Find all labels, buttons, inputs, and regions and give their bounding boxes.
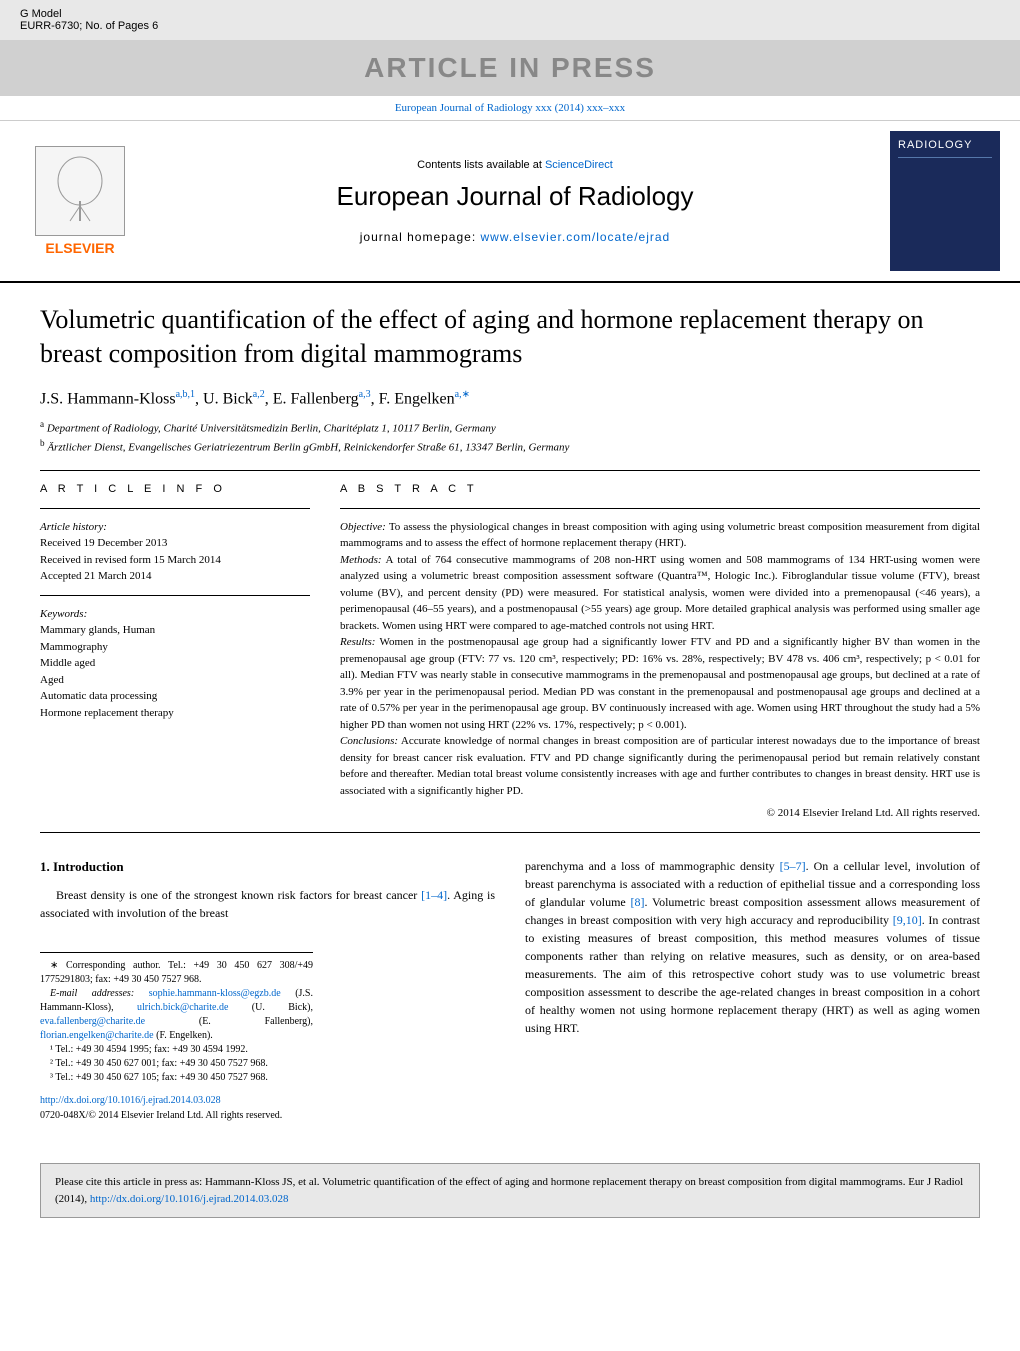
author-1: J.S. Hammann-Kloss [40, 390, 176, 407]
cite-box: Please cite this article in press as: Ha… [40, 1163, 980, 1218]
in-press-banner: ARTICLE IN PRESS [0, 40, 1020, 96]
homepage-link[interactable]: www.elsevier.com/locate/ejrad [481, 230, 671, 244]
cite-link[interactable]: http://dx.doi.org/10.1016/j.ejrad.2014.0… [90, 1193, 289, 1205]
article-ref: EURR-6730; No. of Pages 6 [20, 20, 1000, 32]
keyword-1: Mammary glands, Human [40, 622, 310, 639]
results-text: Women in the postmenopausal age group ha… [340, 636, 980, 731]
journal-cover[interactable]: RADIOLOGY [890, 131, 1000, 271]
footnotes: ∗ Corresponding author. Tel.: +49 30 450… [40, 952, 313, 1085]
email-2[interactable]: ulrich.bick@charite.de [137, 1002, 228, 1013]
journal-header: ELSEVIER Contents lists available at Sci… [0, 120, 1020, 283]
email-2-name: (U. Bick), [228, 1002, 313, 1013]
methods-text: A total of 764 consecutive mammograms of… [340, 554, 980, 632]
keywords-label: Keywords: [40, 606, 310, 623]
abstract: a b s t r a c t Objective: To assess the… [340, 481, 980, 822]
keyword-4: Aged [40, 672, 310, 689]
history-revised: Received in revised form 15 March 2014 [40, 552, 310, 569]
elsevier-logo[interactable]: ELSEVIER [20, 136, 140, 266]
intro-p2a: parenchyma and a loss of mammographic de… [525, 859, 780, 873]
keyword-2: Mammography [40, 639, 310, 656]
ref-link-4[interactable]: [9,10] [893, 913, 922, 927]
info-divider-1 [40, 508, 310, 509]
intro-paragraph-2: parenchyma and a loss of mammographic de… [525, 857, 980, 1037]
divider-bottom [40, 832, 980, 833]
abstract-divider [340, 508, 980, 509]
email-3[interactable]: eva.fallenberg@charite.de [40, 1016, 145, 1027]
contents-line: Contents lists available at ScienceDirec… [140, 159, 890, 171]
footnote-1: ¹ Tel.: +49 30 4594 1995; fax: +49 30 45… [40, 1043, 313, 1057]
ref-link-1[interactable]: [1–4] [421, 888, 447, 902]
doi-link[interactable]: http://dx.doi.org/10.1016/j.ejrad.2014.0… [40, 1095, 221, 1106]
ref-link-3[interactable]: [8] [630, 895, 644, 909]
keyword-6: Hormone replacement therapy [40, 705, 310, 722]
methods-label: Methods: [340, 554, 382, 566]
cover-title: RADIOLOGY [898, 139, 992, 158]
body-left-column: 1. Introduction Breast density is one of… [40, 857, 495, 1124]
intro-paragraph-1: Breast density is one of the strongest k… [40, 886, 495, 922]
email-4[interactable]: florian.engelken@charite.de [40, 1030, 154, 1041]
footnote-2: ² Tel.: +49 30 450 627 001; fax: +49 30 … [40, 1057, 313, 1071]
body-right-column: parenchyma and a loss of mammographic de… [525, 857, 980, 1124]
keyword-3: Middle aged [40, 655, 310, 672]
history-accepted: Accepted 21 March 2014 [40, 568, 310, 585]
article-title: Volumetric quantification of the effect … [40, 303, 980, 371]
affiliation-a: Department of Radiology, Charité Univers… [47, 423, 496, 435]
body-columns: 1. Introduction Breast density is one of… [40, 857, 980, 1124]
author-4: F. Engelken [379, 390, 455, 407]
author-1-sup[interactable]: a,b,1 [176, 389, 195, 400]
journal-center: Contents lists available at ScienceDirec… [140, 159, 890, 244]
footnote-3: ³ Tel.: +49 30 450 627 105; fax: +49 30 … [40, 1071, 313, 1085]
intro-p1a: Breast density is one of the strongest k… [56, 888, 421, 902]
info-heading: a r t i c l e i n f o [40, 481, 310, 498]
intro-heading: 1. Introduction [40, 857, 495, 877]
email-4-name: (F. Engelken). [154, 1030, 213, 1041]
homepage-line: journal homepage: www.elsevier.com/locat… [140, 230, 890, 244]
affiliation-b: Ärztlicher Dienst, Evangelisches Geriatr… [47, 442, 569, 454]
author-3-sup[interactable]: a,3 [359, 389, 371, 400]
authors-line: J.S. Hammann-Klossa,b,1, U. Bicka,2, E. … [40, 389, 980, 408]
citation-line: European Journal of Radiology xxx (2014)… [0, 96, 1020, 120]
elsevier-text: ELSEVIER [45, 240, 114, 256]
corresponding-note: ∗ Corresponding author. Tel.: +49 30 450… [40, 959, 313, 987]
author-2: U. Bick [203, 390, 253, 407]
info-divider-2 [40, 595, 310, 596]
article-main: Volumetric quantification of the effect … [0, 283, 1020, 1143]
email-label: E-mail addresses: [50, 988, 149, 999]
email-3-name: (E. Fallenberg), [145, 1016, 313, 1027]
conclusions-text: Accurate knowledge of normal changes in … [340, 735, 980, 797]
history-received: Received 19 December 2013 [40, 535, 310, 552]
history-label: Article history: [40, 519, 310, 536]
divider-top [40, 470, 980, 471]
author-4-sup[interactable]: a,∗ [455, 389, 470, 400]
homepage-label: journal homepage: [360, 230, 481, 244]
email-line: E-mail addresses: sophie.hammann-kloss@e… [40, 987, 313, 1043]
abstract-copyright: © 2014 Elsevier Ireland Ltd. All rights … [340, 805, 980, 822]
author-3: E. Fallenberg [273, 390, 359, 407]
top-bar: G Model EURR-6730; No. of Pages 6 [0, 0, 1020, 40]
doi-copyright: 0720-048X/© 2014 Elsevier Ireland Ltd. A… [40, 1108, 495, 1123]
gmodel-label: G Model [20, 8, 1000, 20]
objective-text: To assess the physiological changes in b… [340, 521, 980, 550]
info-abstract-row: a r t i c l e i n f o Article history: R… [40, 481, 980, 822]
citation-text: European Journal of Radiology xxx (2014)… [395, 102, 625, 114]
objective-label: Objective: [340, 521, 386, 533]
abstract-heading: a b s t r a c t [340, 481, 980, 498]
keyword-5: Automatic data processing [40, 688, 310, 705]
conclusions-label: Conclusions: [340, 735, 398, 747]
article-info: a r t i c l e i n f o Article history: R… [40, 481, 310, 822]
sciencedirect-link[interactable]: ScienceDirect [545, 159, 613, 171]
ref-link-2[interactable]: [5–7] [780, 859, 806, 873]
doi-block: http://dx.doi.org/10.1016/j.ejrad.2014.0… [40, 1093, 495, 1123]
affiliations: a Department of Radiology, Charité Unive… [40, 418, 980, 456]
results-label: Results: [340, 636, 375, 648]
email-1[interactable]: sophie.hammann-kloss@egzb.de [149, 988, 281, 999]
intro-p2d: . In contrast to existing measures of br… [525, 913, 980, 1035]
elsevier-tree-icon [35, 146, 125, 236]
contents-label: Contents lists available at [417, 159, 545, 171]
author-2-sup[interactable]: a,2 [253, 389, 265, 400]
journal-name: European Journal of Radiology [140, 181, 890, 212]
